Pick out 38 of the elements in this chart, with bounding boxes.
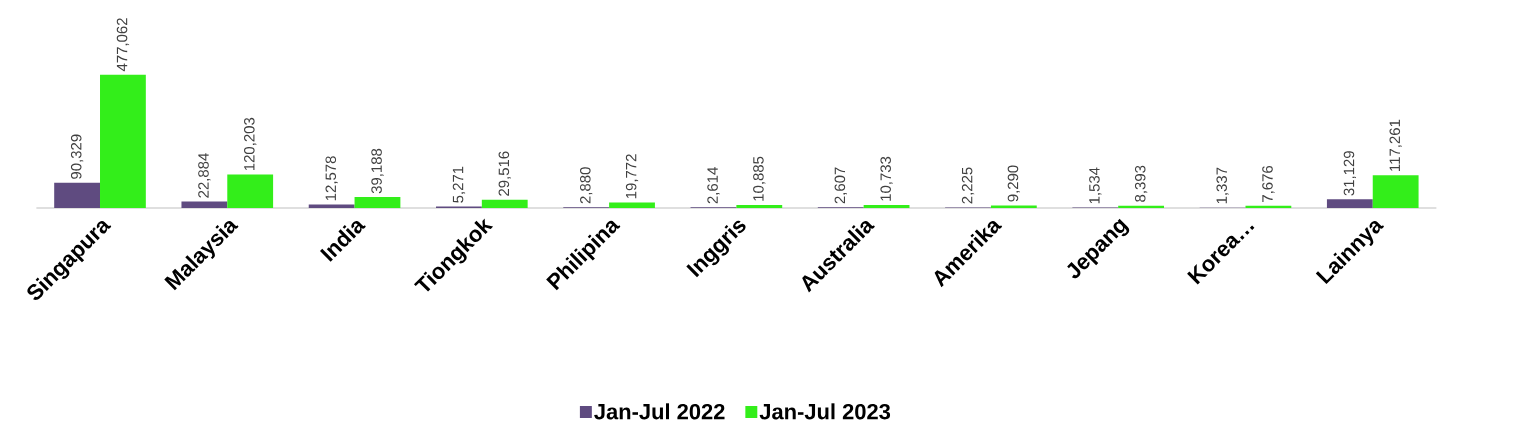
data-label: 477,062 [116, 18, 130, 72]
data-label: 1,534 [1089, 167, 1102, 204]
bar [736, 204, 783, 208]
bar [1372, 175, 1419, 208]
bar [181, 201, 228, 208]
bar [354, 197, 401, 208]
data-label: 10,885 [753, 156, 766, 201]
data-label: 31,129 [1343, 151, 1357, 196]
data-label: 7,676 [1262, 165, 1275, 202]
data-label: 2,880 [580, 167, 593, 204]
bar [308, 204, 355, 208]
data-label: 2,607 [834, 167, 847, 204]
bar [481, 199, 528, 208]
data-label: 90,329 [70, 134, 84, 179]
data-label: 117,261 [1389, 119, 1402, 171]
bar [227, 174, 274, 208]
data-label: 5,271 [452, 166, 466, 203]
data-label: 2,614 [707, 167, 720, 204]
bar [1245, 205, 1292, 208]
data-label: 19,772 [625, 154, 639, 199]
data-label: 120,203 [244, 117, 257, 171]
bar [863, 205, 910, 208]
legend-label: Jan-Jul 2023 [759, 403, 891, 420]
bar [990, 205, 1037, 208]
data-label: 22,884 [198, 153, 211, 198]
legend-label: Jan-Jul 2022 [594, 403, 725, 420]
data-label: 29,516 [498, 151, 511, 196]
bar [100, 74, 146, 208]
data-label: 39,188 [371, 148, 384, 194]
data-label: 8,393 [1134, 165, 1148, 202]
data-label: 12,578 [325, 156, 338, 201]
bar [54, 182, 101, 208]
bar [609, 202, 655, 208]
bar [1326, 199, 1373, 208]
data-label: 2,225 [961, 167, 975, 204]
data-label: 9,290 [1007, 165, 1021, 202]
data-label: 10,733 [880, 156, 893, 201]
data-label: 1,337 [1216, 167, 1229, 204]
